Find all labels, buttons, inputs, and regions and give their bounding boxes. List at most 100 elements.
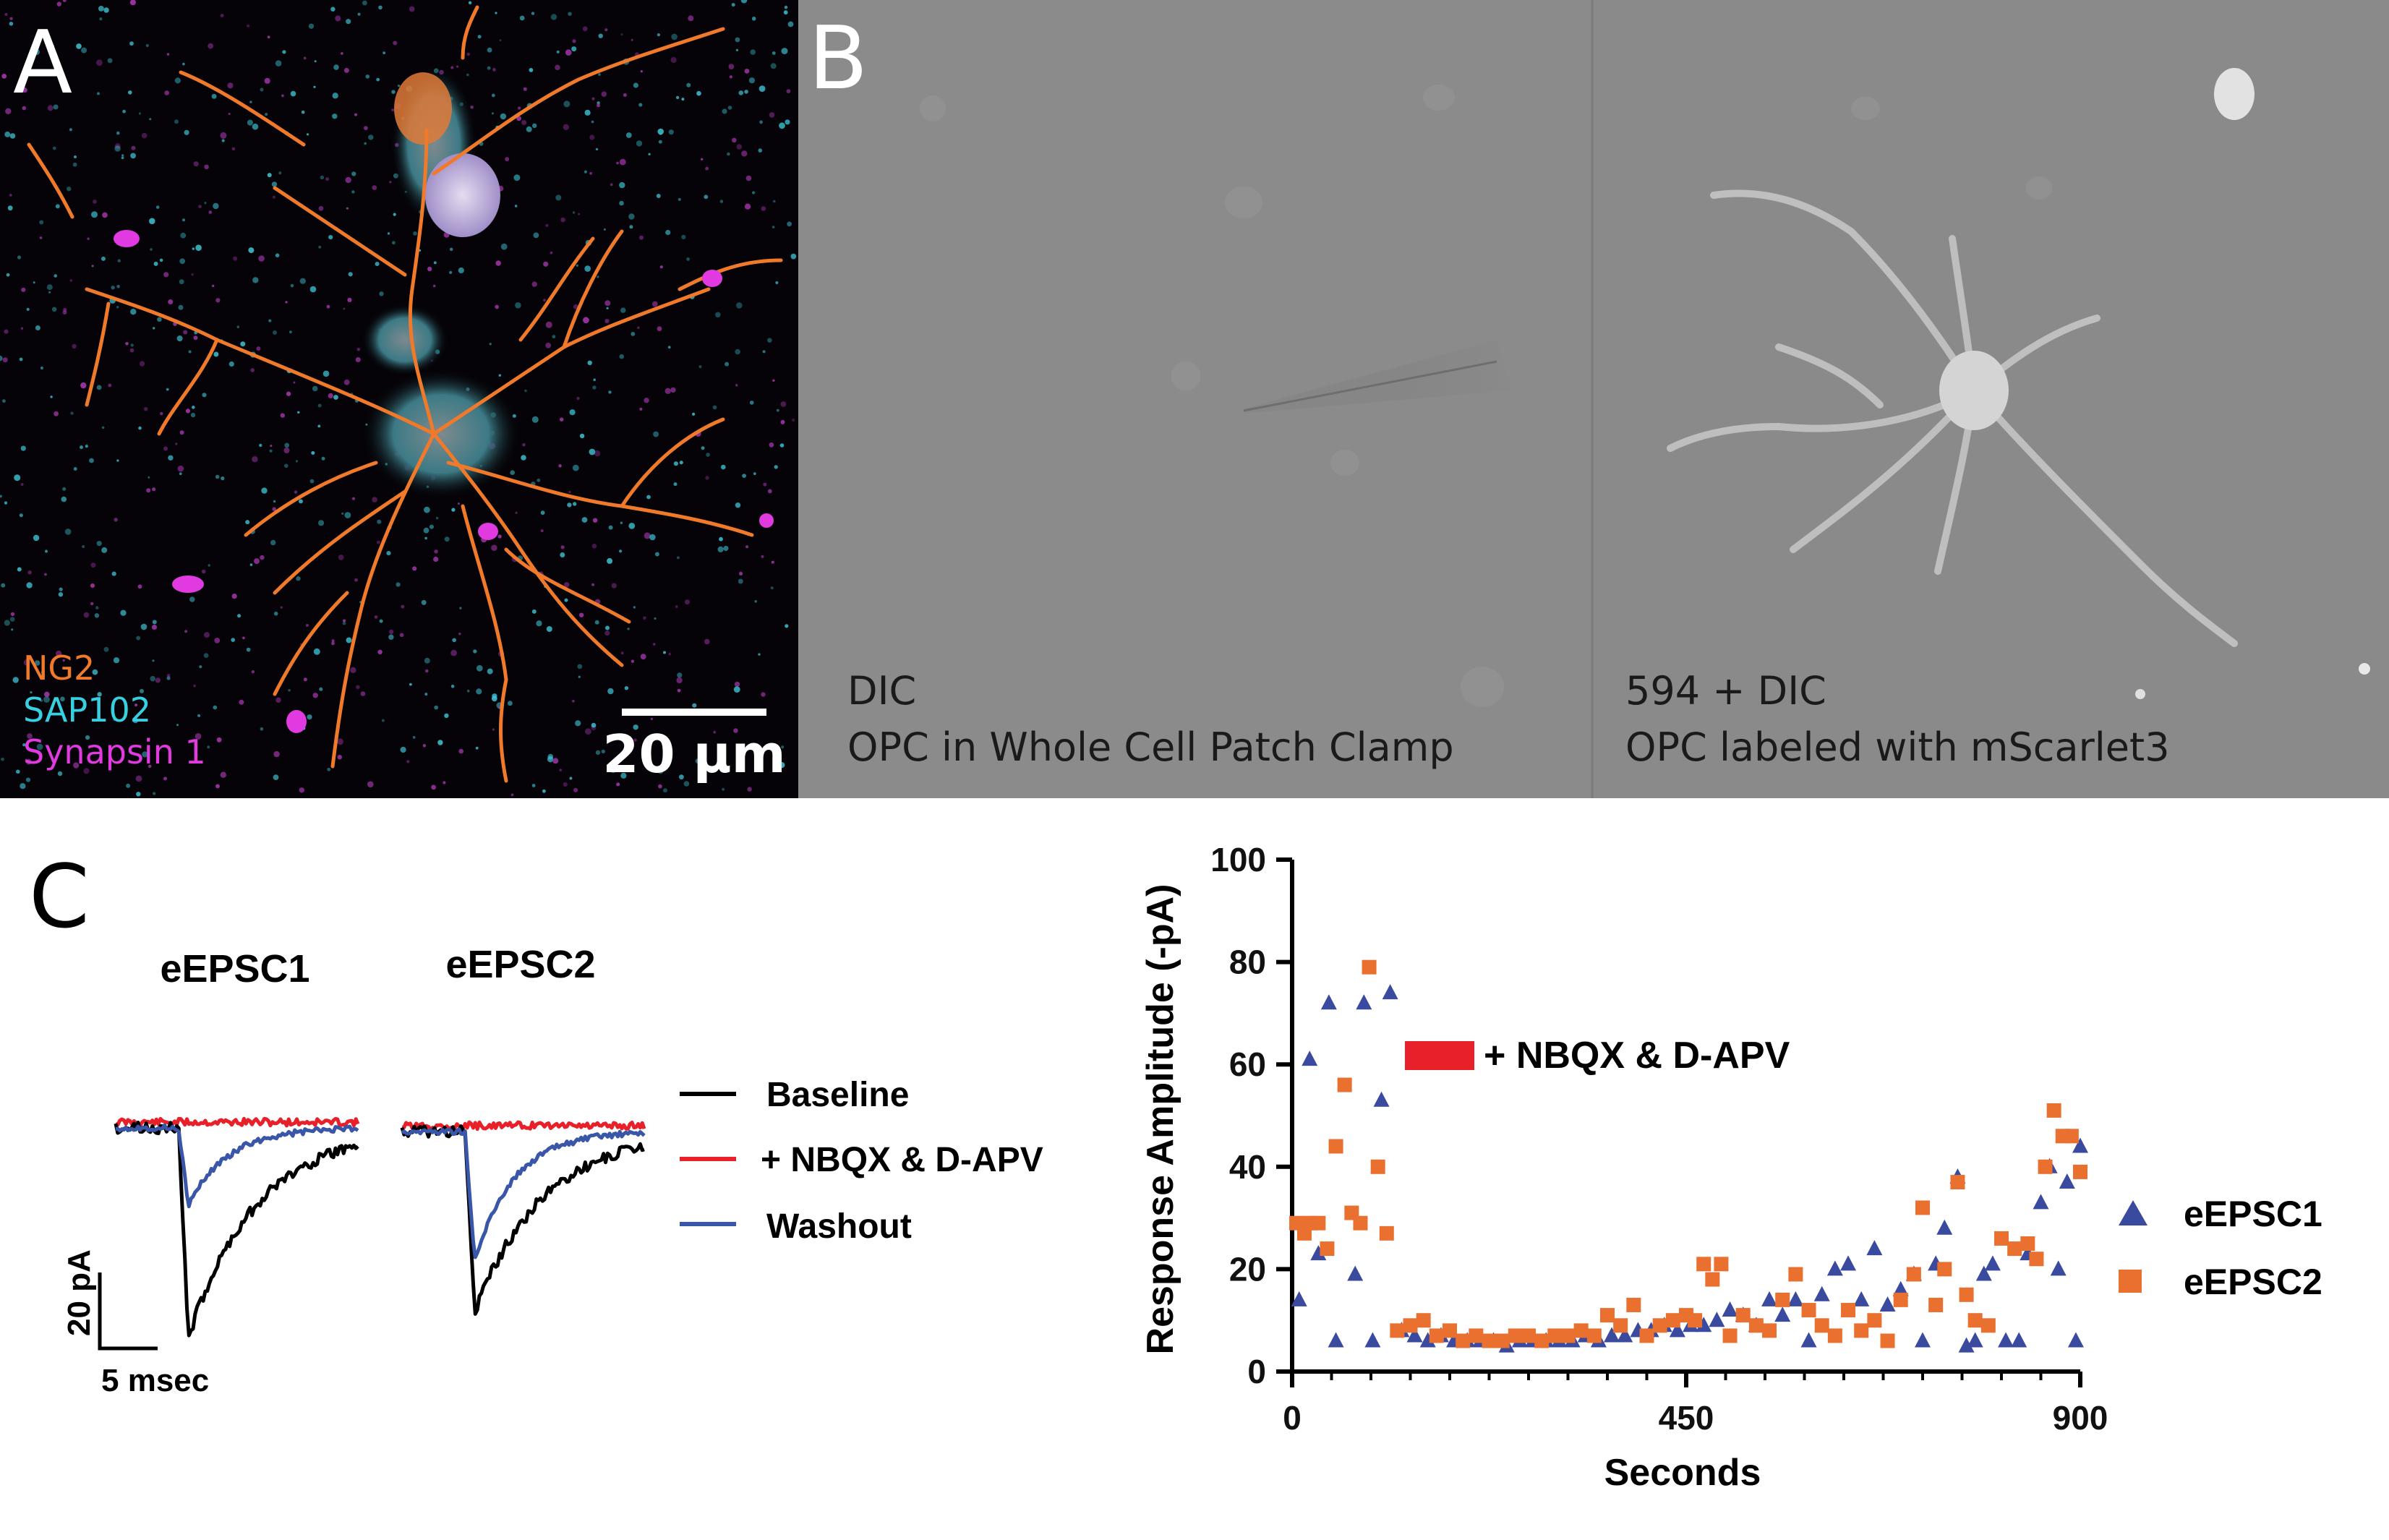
point-eepsc2 [1705, 1272, 1720, 1287]
opc-soma [362, 369, 521, 499]
point-eepsc2 [1362, 959, 1377, 975]
point-eepsc1 [1936, 1219, 1953, 1235]
point-eepsc1 [1761, 1291, 1778, 1306]
point-eepsc2 [1600, 1308, 1615, 1323]
channel-label-sap102: SAP102 [23, 690, 151, 730]
point-eepsc2 [1639, 1328, 1654, 1343]
left-caption-line1: DIC [847, 668, 916, 714]
trace-title-eepsc1: eEPSC1 [160, 947, 309, 991]
point-eepsc2 [1379, 1225, 1394, 1241]
point-eepsc2 [1626, 1297, 1641, 1312]
point-eepsc2 [1967, 1313, 1983, 1328]
point-eepsc1 [2033, 1194, 2049, 1210]
point-eepsc1 [1722, 1301, 1738, 1317]
point-eepsc1 [1800, 1332, 1817, 1348]
panel-c-traces: C eEPSC1 eEPSC2 Baseline + NBQX & D-APV … [29, 847, 1043, 1398]
x-tick-label: 450 [1659, 1399, 1714, 1437]
point-eepsc2 [1688, 1313, 1703, 1328]
point-eepsc2 [1980, 1318, 1996, 1333]
point-eepsc1 [1787, 1291, 1804, 1306]
trace-eepsc1-baseline [114, 1121, 359, 1338]
point-eepsc1 [1813, 1286, 1830, 1301]
trace-eepsc1-nbqx [114, 1116, 360, 1128]
point-eepsc2 [1353, 1215, 1368, 1231]
point-eepsc2 [1560, 1328, 1576, 1343]
point-eepsc2 [1652, 1318, 1667, 1333]
point-eepsc2 [1775, 1292, 1790, 1307]
point-eepsc2 [1937, 1262, 1952, 1277]
point-eepsc2 [1854, 1323, 1869, 1338]
point-eepsc2 [1390, 1323, 1405, 1338]
trace-eepsc2-washout [401, 1127, 646, 1259]
point-eepsc1 [1975, 1265, 1992, 1281]
point-eepsc2 [1586, 1328, 1602, 1343]
point-eepsc2 [1801, 1303, 1816, 1318]
trace-legend: Baseline + NBQX & D-APV Washout [680, 1076, 1043, 1246]
point-eepsc2 [1547, 1328, 1563, 1343]
point-eepsc2 [1827, 1328, 1842, 1343]
point-eepsc1 [2067, 1332, 2084, 1348]
point-eepsc2 [1814, 1318, 1829, 1333]
point-eepsc2 [1416, 1313, 1431, 1328]
point-eepsc1 [1967, 1332, 1983, 1348]
point-eepsc2 [2020, 1236, 2035, 1251]
point-eepsc2 [1328, 1139, 1343, 1154]
point-eepsc2 [1867, 1313, 1882, 1328]
point-eepsc2 [2029, 1252, 2044, 1267]
point-eepsc1 [1302, 1051, 1318, 1066]
left-caption-line2: OPC in Whole Cell Patch Clamp [847, 724, 1454, 770]
legend-label-nbqx: + NBQX & D-APV [761, 1141, 1043, 1179]
channel-label-synapsin: Synapsin 1 [23, 732, 206, 771]
trace-title-eepsc2: eEPSC2 [445, 943, 595, 986]
point-eepsc2 [1613, 1318, 1628, 1333]
y-tick-label: 20 [1229, 1250, 1266, 1288]
data-points [1289, 959, 2088, 1353]
trace-eepsc1-washout [115, 1123, 359, 1209]
y-axis-label: Response Amplitude (-pA) [1140, 884, 1181, 1355]
point-eepsc2 [1788, 1267, 1803, 1282]
point-eepsc2 [1748, 1318, 1764, 1333]
point-eepsc1 [1406, 1327, 1423, 1343]
point-eepsc1 [1958, 1337, 1975, 1353]
point-eepsc2 [1521, 1328, 1536, 1343]
point-eepsc1 [1998, 1332, 2014, 1348]
x-axis-label: Seconds [1604, 1452, 1761, 1494]
point-eepsc2 [1573, 1323, 1589, 1338]
y-tick-label: 100 [1210, 841, 1266, 878]
point-eepsc2 [1495, 1333, 1510, 1348]
point-eepsc1 [1310, 1245, 1327, 1261]
point-eepsc2 [2007, 1241, 2022, 1257]
upper-ng2-patch [394, 72, 452, 145]
point-eepsc2 [1508, 1328, 1523, 1343]
point-eepsc2 [1665, 1313, 1680, 1328]
point-eepsc2 [1906, 1267, 1921, 1282]
point-eepsc2 [1994, 1231, 2009, 1246]
point-eepsc1 [1669, 1322, 1685, 1338]
legend-label-baseline: Baseline [766, 1076, 909, 1114]
point-eepsc1 [2072, 1137, 2088, 1153]
legend-marker-eepsc2 [2119, 1270, 2142, 1293]
panel-a-confocal-image: NG2 SAP102 Synapsin 1 20 µm A [0, 0, 798, 798]
x-ticks: 0 450 900 [1283, 1372, 2108, 1437]
point-eepsc2 [1841, 1303, 1856, 1318]
point-eepsc2 [1950, 1175, 1965, 1190]
dic-left-image [798, 0, 1592, 798]
point-eepsc2 [1403, 1318, 1418, 1333]
y-tick-label: 0 [1247, 1353, 1266, 1390]
point-eepsc2 [2046, 1103, 2061, 1118]
point-eepsc2 [1370, 1159, 1385, 1174]
point-eepsc2 [1482, 1333, 1497, 1348]
point-eepsc2 [1429, 1328, 1444, 1343]
y-tick-label: 60 [1229, 1045, 1266, 1083]
legend-label-washout: Washout [766, 1207, 912, 1246]
drug-bar-label: + NBQX & D-APV [1484, 1035, 1790, 1077]
point-eepsc2 [1959, 1287, 1974, 1302]
trace-scale-bars [98, 1272, 158, 1351]
panel-letter-a: A [13, 13, 72, 114]
x-tick-label: 0 [1283, 1399, 1302, 1437]
point-eepsc1 [2011, 1332, 2027, 1348]
scale-bar-label: 20 µm [602, 724, 785, 784]
point-eepsc1 [1373, 1091, 1390, 1107]
point-eepsc1 [1774, 1306, 1791, 1322]
point-eepsc2 [1735, 1308, 1751, 1323]
